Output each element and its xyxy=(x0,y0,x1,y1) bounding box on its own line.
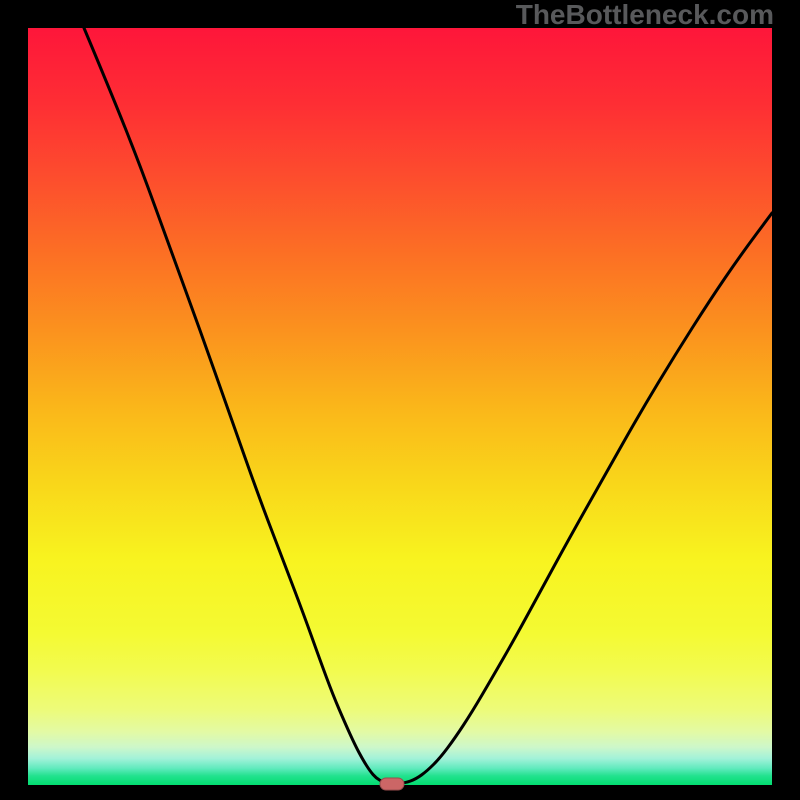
chart-root: TheBottleneck.com xyxy=(0,0,800,800)
minimum-marker xyxy=(380,778,404,790)
plot-svg xyxy=(0,0,800,800)
watermark-text: TheBottleneck.com xyxy=(516,0,774,31)
bottleneck-curve xyxy=(84,28,772,784)
frame-rect xyxy=(0,0,800,800)
